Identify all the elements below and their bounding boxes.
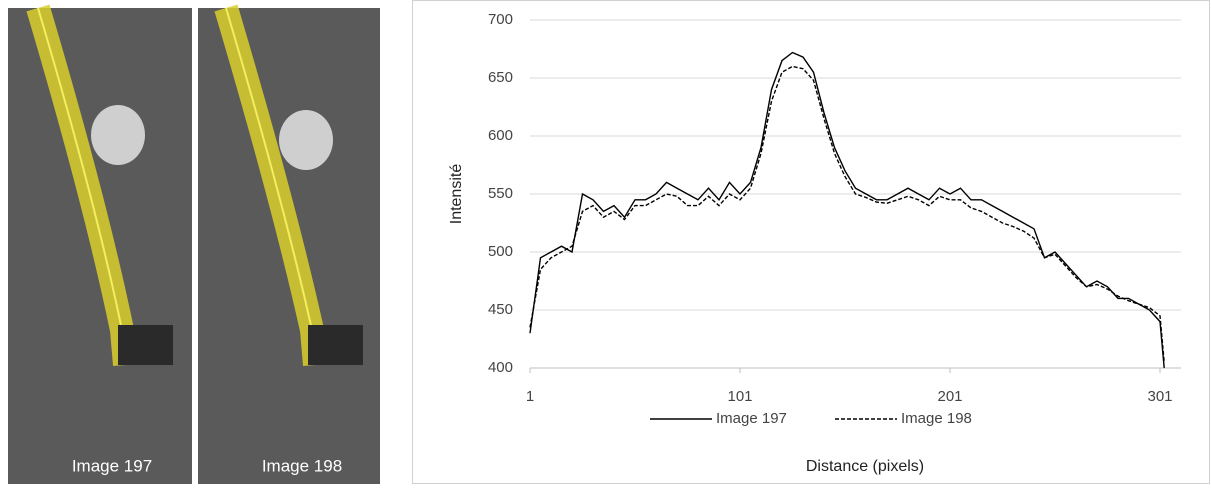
clip: [118, 325, 173, 365]
root-line: [37, 7, 126, 366]
root-line: [225, 7, 316, 366]
line-series: [529, 65, 1165, 363]
y-tick-label: 500: [488, 243, 513, 260]
legend-label: Image 197: [716, 410, 787, 427]
seed: [91, 105, 145, 165]
x-axis-label: Distance (pixels): [806, 458, 924, 475]
image-panel: Image 198: [198, 4, 380, 484]
y-axis-label: Intensité: [448, 164, 465, 225]
image-panel: Image 197: [8, 4, 192, 484]
clip: [308, 325, 363, 365]
line-series: [529, 51, 1165, 369]
y-tick-label: 600: [488, 127, 513, 144]
y-tick-label: 450: [488, 301, 513, 318]
image-caption: Image 197: [72, 456, 152, 475]
x-tick-label: 1: [526, 388, 534, 405]
chart-border: [412, 0, 1210, 484]
y-tick-label: 550: [488, 185, 513, 202]
legend-label: Image 198: [901, 410, 972, 427]
image-caption: Image 198: [262, 456, 342, 475]
y-tick-label: 400: [488, 359, 513, 376]
x-tick-label: 301: [1147, 388, 1172, 405]
y-tick-label: 700: [488, 11, 513, 28]
x-tick-label: 101: [727, 388, 752, 405]
y-tick-label: 650: [488, 69, 513, 86]
x-tick-label: 201: [937, 388, 962, 405]
seed: [279, 110, 333, 170]
